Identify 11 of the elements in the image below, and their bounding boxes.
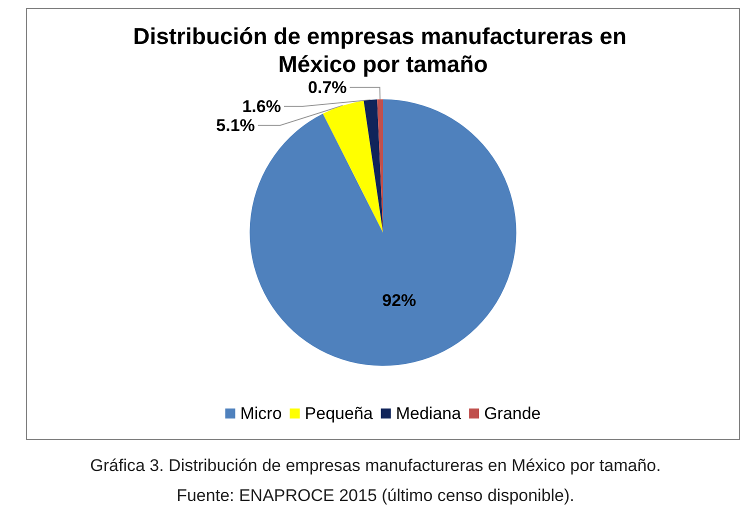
data-label: 5.1%	[216, 116, 255, 135]
legend-label: Micro	[240, 404, 282, 423]
data-label: 1.6%	[242, 96, 281, 116]
source-note: Fuente: ENAPROCE 2015 (último censo disponible).	[176, 486, 576, 506]
text: Gráfica 3. Distribución de empresas manufactureras en México por tamaño.	[89, 456, 662, 476]
legend-label: Mediana	[396, 404, 462, 423]
data-label: 92%	[382, 290, 416, 310]
legend-label: Pequeña	[304, 404, 374, 423]
legend-label: Grande	[484, 404, 541, 423]
chart-title: Distribución de empresas manufactureras en México por tamaño	[133, 23, 633, 77]
data-label: 0.7%	[308, 78, 347, 97]
